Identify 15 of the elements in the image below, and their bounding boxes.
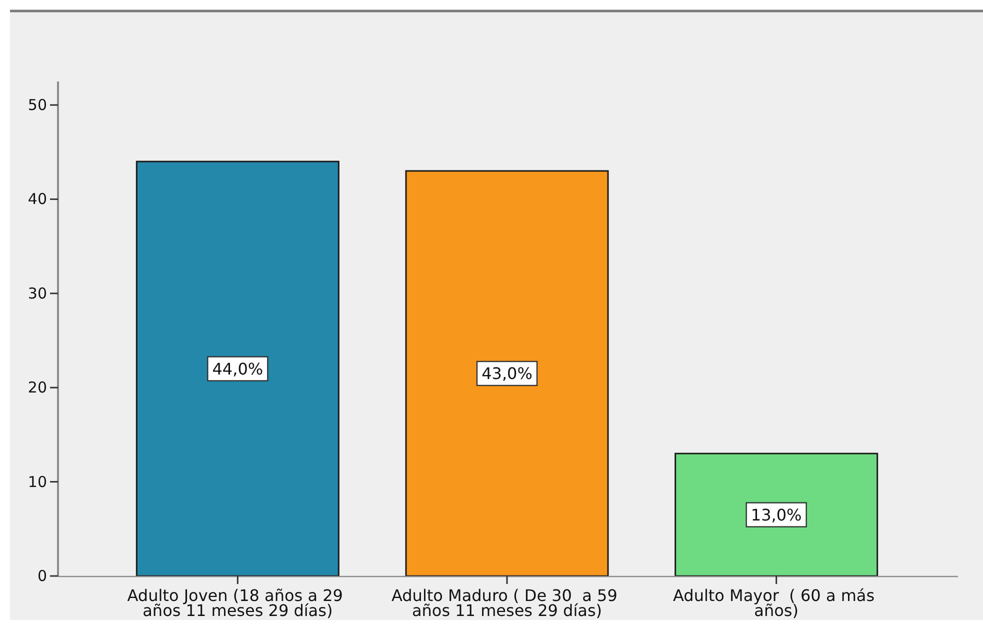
data-label: 43,0%	[482, 364, 532, 383]
bar	[674, 452, 878, 577]
y-tick-label: 10	[28, 472, 47, 491]
bar	[405, 170, 609, 577]
x-tick-label: Adulto Joven (18 años a 29 años 11 meses 29 días)	[127, 586, 348, 620]
y-tick-label: 40	[28, 190, 47, 208]
x-tick-label: Adulto Mayor ( 60 a más años)	[673, 586, 880, 620]
bar	[136, 160, 340, 577]
x-tick-label: Adulto Maduro ( De 30 a 59 años 11 meses 29 días)	[391, 586, 623, 620]
data-label: 13,0%	[750, 505, 802, 524]
y-tick-label: 20	[28, 378, 47, 397]
y-tick-label: 50	[28, 96, 47, 114]
data-label: 44,0%	[212, 359, 264, 378]
y-tick-label: 0	[37, 567, 47, 585]
y-tick-label: 30	[28, 284, 47, 302]
